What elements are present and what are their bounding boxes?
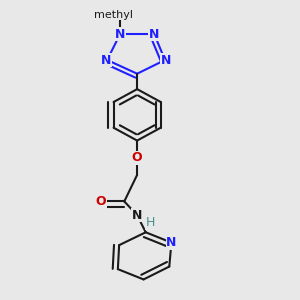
Text: N: N — [115, 28, 125, 41]
Text: N: N — [161, 53, 172, 67]
Text: N: N — [101, 53, 111, 67]
Text: O: O — [95, 195, 106, 208]
Text: H: H — [145, 216, 155, 230]
Text: N: N — [166, 236, 177, 249]
Text: O: O — [132, 151, 142, 164]
Text: N: N — [132, 208, 142, 222]
Text: methyl: methyl — [94, 10, 133, 20]
Text: N: N — [149, 28, 160, 41]
